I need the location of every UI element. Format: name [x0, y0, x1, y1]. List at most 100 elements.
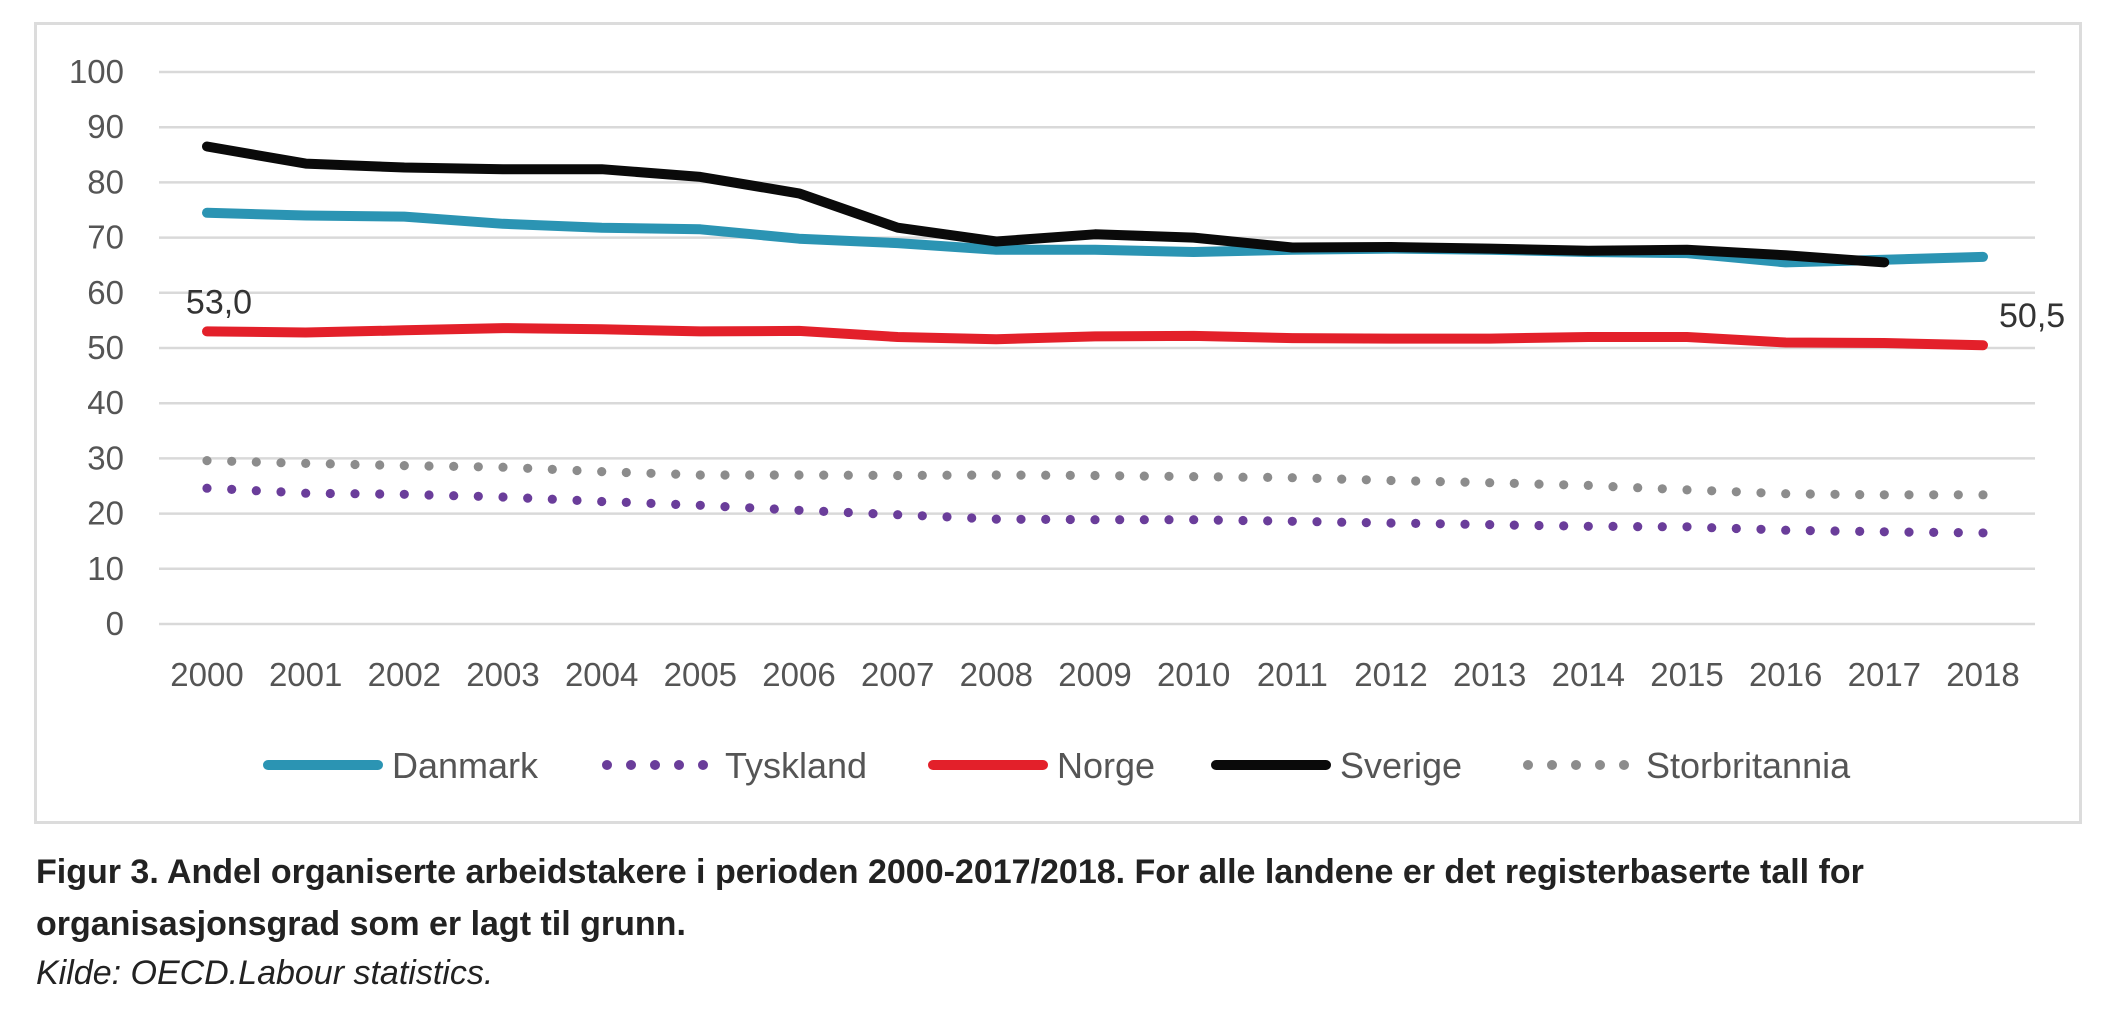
y-tick-label: 80	[87, 163, 124, 200]
y-tick-label: 10	[87, 550, 124, 587]
data-point	[227, 484, 237, 494]
data-point	[523, 463, 533, 473]
data-point	[572, 465, 582, 476]
data-point	[1287, 516, 1297, 526]
data-point	[1485, 520, 1495, 530]
gridlines	[159, 70, 2035, 626]
data-point	[1139, 515, 1149, 525]
legend-swatch	[1571, 760, 1581, 770]
data-point	[1929, 490, 1939, 500]
data-point	[424, 490, 434, 500]
data-point	[621, 467, 631, 478]
data-point	[720, 470, 730, 480]
data-point	[1583, 521, 1593, 531]
data-point	[1830, 489, 1840, 499]
data-point	[375, 489, 385, 499]
data-point	[1411, 518, 1421, 528]
x-tick-label: 2008	[960, 656, 1033, 693]
x-tick-label: 2013	[1453, 656, 1526, 693]
data-label-last: 50,5	[1999, 297, 2065, 335]
x-tick-label: 2011	[1257, 656, 1328, 693]
data-point	[1435, 477, 1445, 487]
data-point	[1682, 522, 1692, 532]
data-point	[325, 488, 335, 499]
legend-swatch	[1619, 760, 1629, 770]
data-point	[227, 456, 237, 466]
x-tick-label: 2006	[762, 656, 835, 693]
data-point	[1090, 470, 1100, 481]
y-tick-label: 50	[87, 329, 124, 366]
data-point	[1164, 471, 1174, 481]
data-point	[572, 495, 582, 505]
data-point	[942, 512, 952, 522]
series-tyskland	[202, 483, 1988, 538]
legend-swatch	[674, 760, 684, 770]
data-point	[769, 504, 779, 514]
x-tick-label: 2009	[1058, 656, 1131, 693]
data-point	[251, 486, 261, 496]
data-point	[498, 462, 508, 472]
data-point	[1263, 472, 1273, 482]
data-point	[1041, 470, 1051, 480]
legend-item-norge: Norge	[928, 745, 1155, 786]
data-point	[745, 470, 755, 480]
data-labels: 53,0 50,5	[186, 283, 2065, 335]
x-tick-label: 2018	[1946, 656, 2019, 693]
data-point	[1781, 489, 1791, 499]
data-point	[424, 461, 434, 471]
data-point	[967, 513, 977, 523]
data-point	[1879, 527, 1889, 537]
data-point	[1189, 515, 1199, 525]
data-point	[1830, 526, 1840, 536]
legend: Danmark Tyskland Norge Sverige Storbritannia	[263, 745, 1851, 786]
data-point	[1805, 526, 1815, 536]
figure-caption: Figur 3. Andel organiserte arbeidstakere…	[36, 853, 1864, 943]
x-tick-label: 2015	[1650, 656, 1723, 693]
data-point	[1509, 478, 1519, 488]
x-tick-label: 2007	[861, 656, 934, 693]
legend-swatch	[602, 760, 612, 770]
data-point	[1189, 472, 1199, 482]
data-point	[991, 514, 1001, 524]
data-point	[1929, 527, 1939, 537]
data-point	[1485, 478, 1495, 488]
data-point	[449, 461, 459, 471]
data-point	[1287, 473, 1297, 483]
data-point	[399, 461, 409, 471]
x-tick-label: 2001	[269, 656, 342, 693]
series-lines	[202, 141, 1988, 538]
data-point	[1559, 480, 1569, 490]
data-point	[597, 467, 607, 477]
y-tick-label: 100	[69, 53, 124, 90]
data-point	[621, 497, 631, 507]
data-point	[1855, 526, 1865, 536]
legend-label: Norge	[1057, 745, 1155, 786]
series-line-norge	[202, 323, 1988, 351]
data-point	[202, 456, 212, 466]
data-point	[868, 470, 878, 480]
data-point	[1016, 514, 1026, 524]
data-point	[769, 470, 779, 480]
data-point	[1139, 471, 1149, 481]
data-point	[745, 503, 755, 513]
data-point	[547, 464, 557, 474]
legend-item-tyskland: Tyskland	[602, 745, 867, 786]
chart-frame: 0 10 20 30 40 50 60 70 80 90 100 2000 2001 2002 2003 2…	[34, 22, 2082, 824]
legend-item-danmark: Danmark	[263, 745, 539, 786]
data-point	[1263, 516, 1273, 526]
x-tick-label: 2017	[1848, 656, 1921, 693]
legend-label: Tyskland	[725, 745, 867, 786]
data-point	[1164, 515, 1174, 525]
data-point	[1731, 487, 1741, 497]
data-point	[1213, 472, 1223, 482]
y-tick-label: 60	[87, 274, 124, 311]
data-point	[597, 496, 607, 507]
y-axis-ticks: 0 10 20 30 40 50 60 70 80 90 100	[69, 53, 124, 642]
data-point	[449, 491, 459, 501]
data-point	[1115, 471, 1125, 481]
data-point	[794, 470, 804, 480]
legend-item-storbritannia: Storbritannia	[1523, 745, 1851, 786]
data-point	[1682, 485, 1692, 495]
data-point	[1608, 482, 1618, 492]
